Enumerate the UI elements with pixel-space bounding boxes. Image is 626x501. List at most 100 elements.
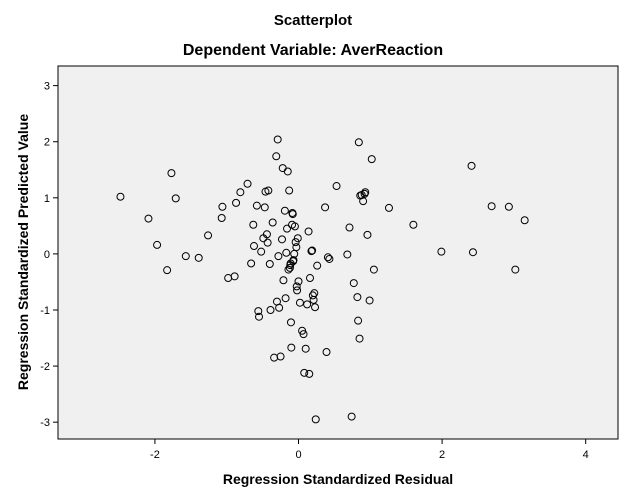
data-point [313,261,322,270]
data-point [266,305,275,314]
data-point [355,334,364,343]
y-tick-label: -2 [40,361,50,373]
data-point [349,279,358,288]
data-point [273,135,282,144]
data-point [511,265,520,274]
data-point [285,263,294,272]
x-axis-label: Regression Standardized Residual [223,471,453,487]
data-point [217,214,226,223]
axis-ticks: -2 0 2 4 3 2 1 0 -1 -2 -3 [40,81,589,461]
data-point [288,210,297,219]
data-point [311,415,320,424]
data-point [260,203,269,212]
data-point [276,352,285,361]
data-point [272,152,281,161]
plot-area [57,65,619,440]
data-point [306,274,314,283]
data-point [304,227,313,236]
data-point [321,203,330,212]
data-point [300,368,309,377]
y-tick-label: 3 [44,81,50,93]
data-point [194,253,203,262]
y-tick-label: -1 [40,305,50,317]
data-point [325,254,334,263]
data-point [163,266,172,275]
data-point [310,289,319,298]
data-point [282,248,291,257]
data-point [520,216,529,225]
data-point [353,293,362,302]
data-point [299,330,308,339]
data-point [343,250,352,259]
data-point [292,243,301,252]
data-point [280,206,289,215]
data-point [437,247,446,256]
data-point [345,223,354,232]
data-point [365,296,374,305]
data-point [144,214,153,223]
data-point [264,186,273,195]
data-point [287,343,296,352]
data-point [293,234,302,243]
data-point [468,248,477,257]
data-point [255,312,264,321]
data-point [308,291,317,300]
data-point [167,169,176,178]
data-point [332,182,341,191]
data-point [257,247,266,256]
data-point [361,188,370,197]
data-point [171,194,180,203]
data-point [278,235,286,244]
data-point [292,282,301,291]
data-point [243,179,252,188]
data-point [295,298,304,307]
data-point [249,220,258,229]
data-point [290,222,299,231]
data-point [230,272,239,281]
data-point [204,231,213,240]
data-point [487,202,496,211]
data-point [279,276,288,285]
data-point [285,186,294,195]
data-point [254,307,263,316]
data-point [359,197,368,206]
data-point [307,247,316,256]
data-point [409,220,418,229]
data-point [369,265,378,274]
data-point [283,224,292,233]
x-tick-label: 4 [583,449,589,461]
data-point [286,318,295,327]
data-point [303,300,312,309]
data-point [236,188,245,197]
data-point [218,202,227,211]
x-tick-label: -2 [150,449,160,461]
data-point [275,303,284,312]
data-point [291,238,300,247]
data-point [268,218,277,227]
data-point [311,303,320,312]
x-tick-label: 0 [295,449,301,461]
data-point [301,344,310,353]
data-points [116,135,529,424]
y-tick-label: 0 [44,249,50,261]
data-point [363,230,372,239]
data-point [308,246,317,255]
data-point [247,259,256,268]
data-point [289,256,298,265]
data-point [153,240,162,249]
data-point [322,348,331,357]
data-point [354,138,363,147]
data-point [283,167,292,176]
data-point [281,294,290,303]
data-point [274,252,283,261]
data-point [347,412,356,421]
data-point [305,369,314,378]
data-point [467,161,476,170]
data-point [293,286,302,295]
y-tick-label: 1 [44,193,50,205]
data-point [252,201,261,210]
y-tick-label: 2 [44,137,50,149]
data-point [294,277,303,286]
data-point [265,259,274,268]
